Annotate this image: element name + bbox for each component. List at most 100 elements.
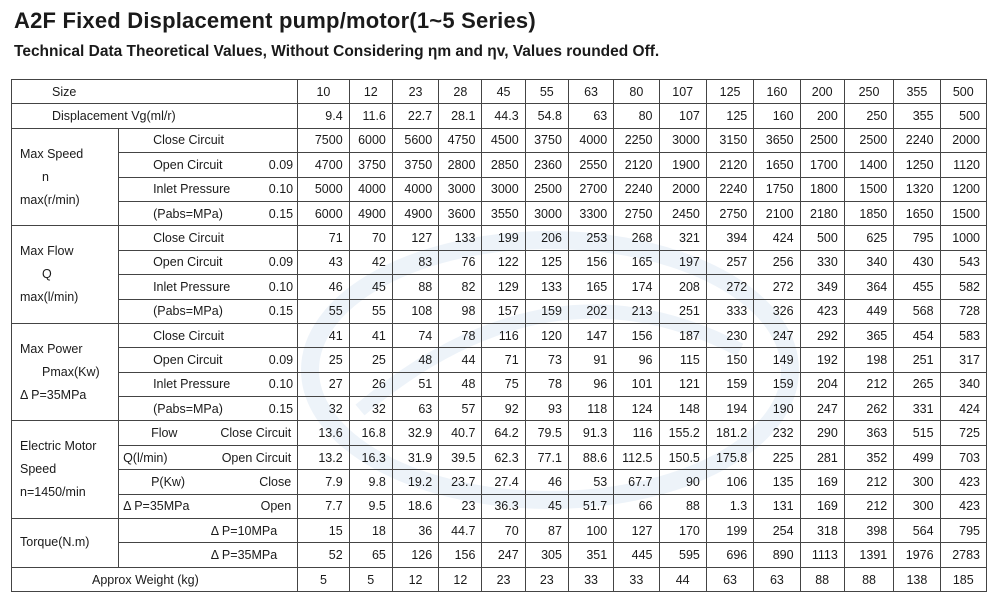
power-value: 247	[799, 396, 845, 422]
power-value: 78	[438, 322, 483, 349]
power-value: 204	[799, 371, 845, 398]
torque-value: 1976	[893, 542, 941, 568]
table-row: Max Speed n max(r/min) Close Circuit 7500 600…	[10, 127, 988, 227]
motor-value: 106	[705, 469, 755, 495]
speed-value: 2500	[524, 176, 569, 202]
close-circuit-label: Close Circuit	[118, 225, 299, 251]
motor-value: 13.6	[297, 420, 350, 446]
displacement-label: Displacement Vg(ml/r)	[10, 103, 299, 129]
sub-label: Open Circuit	[118, 152, 265, 178]
motor-sub-left: Q(l/min)	[123, 450, 168, 465]
speed-value: 2240	[613, 176, 660, 202]
displacement-value: 250	[843, 103, 895, 129]
flow-value: 70	[348, 225, 393, 251]
table-row: Q(l/min) Open Circuit 13.2 16.3 31.9 39.5 62.3…	[12, 444, 988, 471]
speed-value: 3750	[391, 152, 440, 178]
motor-sub-label-split: P(Kw) Close	[123, 475, 293, 489]
speed-value: 3000	[658, 127, 707, 154]
motor-value: 300	[893, 469, 941, 495]
motor-value: 88	[658, 493, 707, 520]
speed-value: 3600	[438, 200, 483, 227]
power-value: 124	[613, 396, 660, 422]
motor-group-label: Electric Motor Speed n=1450/min	[10, 420, 120, 520]
sub-label: Inlet Pressure	[118, 371, 265, 398]
speed-value: 4700	[297, 152, 350, 178]
speed-value: 2700	[567, 176, 615, 202]
motor-sub-label: Q(l/min) Open Circuit	[118, 444, 299, 471]
inlet-pressure-value: 0.10	[264, 371, 299, 398]
power-group-line: Max Power	[20, 341, 83, 356]
table-row: Max Power Pmax(Kw) Δ P=35MPa Close Circuit 4…	[10, 322, 988, 422]
table-row: P(Kw) Close 7.9 9.8 19.2 23.7 27.4 46 53 67.7 90 10…	[12, 469, 988, 495]
power-value: 27	[297, 371, 350, 398]
power-value: 25	[348, 347, 393, 373]
motor-value: 150.5	[658, 444, 707, 471]
flow-value: 82	[438, 274, 483, 300]
motor-value: 281	[799, 444, 845, 471]
flow-value: 165	[613, 249, 660, 276]
flow-value: 251	[658, 298, 707, 324]
speed-value: 4750	[438, 127, 483, 154]
speed-value: 4000	[567, 127, 615, 154]
table-row: Size 10 12 23 28 45 55 63 80 107 125 160 200 250 355 50…	[10, 78, 988, 105]
flow-value: 98	[438, 298, 483, 324]
flow-value: 333	[705, 298, 755, 324]
power-value: 230	[705, 322, 755, 349]
power-value: 91	[567, 347, 615, 373]
size-value: 28	[438, 78, 483, 105]
flow-value: 455	[893, 274, 941, 300]
motor-value: 175.8	[705, 444, 755, 471]
size-value: 63	[567, 78, 615, 105]
speed-value: 3550	[481, 200, 526, 227]
speed-value: 1200	[939, 176, 988, 202]
table-row: Open Circuit 0.09 4700 3750 3750 2800 2850 2360…	[12, 152, 988, 178]
motor-value: 169	[799, 469, 845, 495]
speed-value: 6000	[297, 200, 350, 227]
speed-value: 4000	[391, 176, 440, 202]
displacement-value: 200	[799, 103, 845, 129]
flow-value: 42	[348, 249, 393, 276]
speed-value: 2360	[524, 152, 569, 178]
motor-value: 499	[893, 444, 941, 471]
power-value: 148	[658, 396, 707, 422]
speed-value: 2500	[843, 127, 895, 154]
torque-value: 70	[481, 518, 526, 544]
power-value: 25	[297, 347, 350, 373]
page-subtitle: Technical Data Theoretical Values, Witho…	[14, 43, 660, 60]
flow-value: 272	[705, 274, 755, 300]
torque-value: 126	[391, 542, 440, 568]
power-value: 149	[753, 347, 801, 373]
power-value: 48	[391, 347, 440, 373]
torque-sub-label: Δ P=10MPa	[118, 518, 299, 544]
speed-value: 2850	[481, 152, 526, 178]
motor-value: 212	[843, 469, 895, 495]
flow-value: 430	[893, 249, 941, 276]
motor-sub-label: Flow Close Circuit	[118, 420, 299, 446]
flow-value: 253	[567, 225, 615, 251]
torque-value: 1391	[843, 542, 895, 568]
motor-value: 90	[658, 469, 707, 495]
close-circuit-label: Close Circuit	[118, 322, 299, 349]
table-row: (Pabs=MPa) 0.15 32 32 63 57 92 93 118 124 148 194 19…	[12, 396, 988, 422]
motor-value: 91.3	[567, 420, 615, 446]
flow-value: 326	[753, 298, 801, 324]
motor-value: 131	[753, 493, 801, 520]
motor-sub-right: Open	[260, 499, 292, 514]
displacement-value: 22.7	[391, 103, 440, 129]
power-value: 159	[705, 371, 755, 398]
motor-group-line: n=1450/min	[20, 485, 86, 500]
power-value: 26	[348, 371, 393, 398]
power-value: 118	[567, 396, 615, 422]
torque-label: Torque(N.m)	[10, 518, 120, 568]
flow-value: 127	[391, 225, 440, 251]
flow-value: 208	[658, 274, 707, 300]
flow-value: 71	[297, 225, 350, 251]
motor-group-line: Electric Motor	[20, 439, 97, 454]
speed-value: 2240	[893, 127, 941, 154]
displacement-value: 44.3	[481, 103, 526, 129]
motor-value: 423	[939, 493, 988, 520]
motor-value: 77.1	[524, 444, 569, 471]
size-value: 80	[613, 78, 660, 105]
motor-value: 16.8	[348, 420, 393, 446]
speed-value: 2120	[705, 152, 755, 178]
